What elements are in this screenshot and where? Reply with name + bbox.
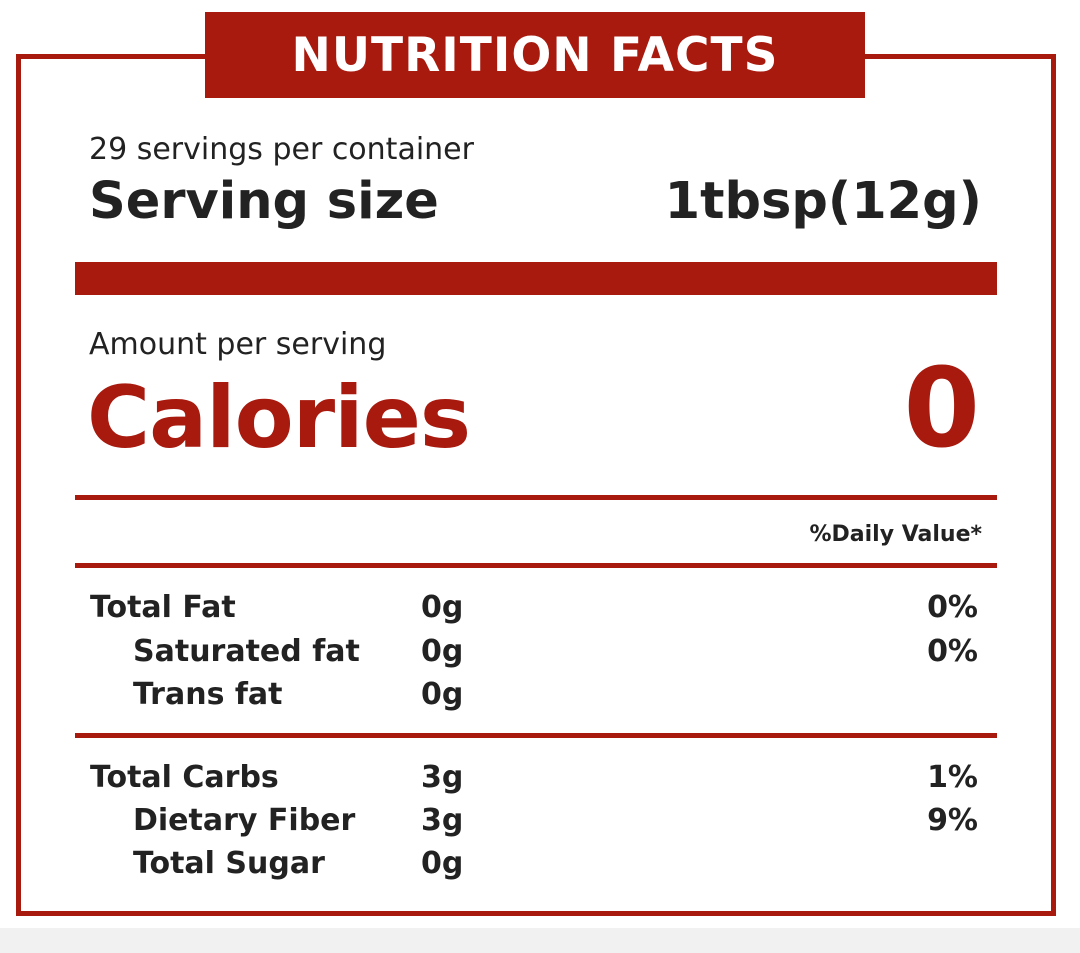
nutrient-name: Trans fat	[133, 677, 283, 712]
nutrient-name: Total Fat	[90, 590, 236, 625]
serving-size-label: Serving size	[89, 172, 439, 231]
nutrient-name: Saturated fat	[133, 634, 360, 669]
amount-per-serving: Amount per serving	[89, 327, 387, 362]
nutrient-amount: 3g	[421, 803, 464, 838]
nutrition-label-frame	[16, 54, 1056, 916]
nutrient-name: Total Sugar	[133, 846, 325, 881]
nutrient-daily-value: 9%	[927, 803, 978, 838]
divider-line	[75, 563, 997, 568]
nutrient-amount: 3g	[421, 760, 464, 795]
nutrient-daily-value: 0%	[927, 634, 978, 669]
thick-divider	[75, 262, 997, 295]
divider-line	[75, 495, 997, 500]
nutrient-amount: 0g	[421, 677, 464, 712]
calories-label: Calories	[87, 368, 471, 468]
calories-value: 0	[903, 344, 980, 472]
title-banner: NUTRITION FACTS	[205, 12, 865, 98]
divider-line	[75, 733, 997, 738]
nutrient-name: Total Carbs	[90, 760, 279, 795]
nutrient-daily-value: 0%	[927, 590, 978, 625]
nutrient-amount: 0g	[421, 590, 464, 625]
nutrient-amount: 0g	[421, 634, 464, 669]
nutrient-daily-value: 1%	[927, 760, 978, 795]
daily-value-header: %Daily Value*	[809, 522, 982, 547]
servings-per-container: 29 servings per container	[89, 132, 474, 167]
label-title: NUTRITION FACTS	[291, 27, 779, 83]
nutrient-name: Dietary Fiber	[133, 803, 356, 838]
serving-size-value: 1tbsp(12g)	[664, 172, 982, 231]
page-bottom-strip	[0, 928, 1080, 953]
nutrient-amount: 0g	[421, 846, 464, 881]
